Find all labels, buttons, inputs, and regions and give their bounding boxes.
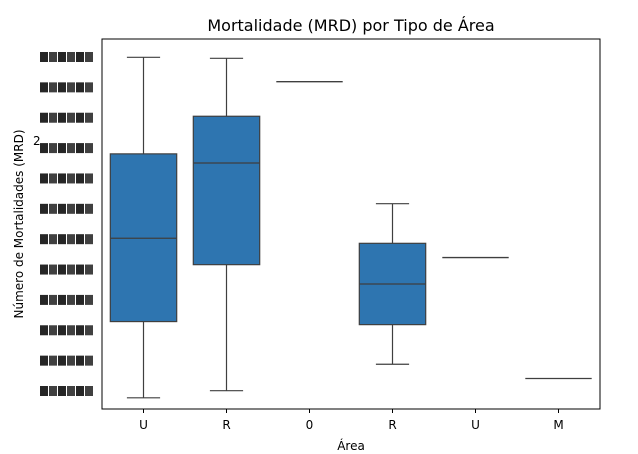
y-tick-label-glyph <box>58 234 66 245</box>
y-tick-label-glyph <box>40 325 48 336</box>
y-tick-label-glyph <box>67 234 75 245</box>
y-tick-label-glyph <box>49 294 57 305</box>
y-tick-label-glyph <box>76 82 84 93</box>
boxes-group <box>109 56 592 399</box>
y-tick-label-glyph <box>85 143 93 154</box>
y-tick-label-glyph <box>76 173 84 184</box>
y-tick-label-glyph <box>40 82 48 93</box>
y-tick-label-glyph <box>58 203 66 214</box>
y-tick-label-glyph <box>58 112 66 123</box>
y-tick-label-glyph <box>67 112 75 123</box>
y-tick-label-glyph <box>40 203 48 214</box>
box-1 <box>192 57 261 392</box>
y-tick-label-glyph <box>40 264 48 275</box>
y-tick-label-glyph <box>49 234 57 245</box>
box-3 <box>358 203 427 365</box>
y-tick-label-glyph <box>58 82 66 93</box>
y-tick-label-glyph <box>40 294 48 305</box>
y-tick-label-glyph <box>76 143 84 154</box>
y-tick-label-glyph <box>85 294 93 305</box>
y-tick-label-glyph <box>85 386 93 396</box>
y-tick-label-glyph <box>85 234 93 245</box>
y-tick-label-glyph <box>67 82 75 93</box>
y-tick-label-glyph <box>49 386 57 396</box>
y-tick-label-cluster <box>40 52 93 396</box>
y-tick-label-glyph <box>76 325 84 336</box>
y-tick-label-glyph <box>76 52 84 62</box>
y-tick-label-glyph <box>76 234 84 245</box>
chart-title: Mortalidade (MRD) por Tipo de Área <box>207 16 494 35</box>
y-tick-label-glyph <box>49 325 57 336</box>
y-tick-label-glyph <box>76 294 84 305</box>
x-tick-label: R <box>222 418 230 432</box>
y-tick-label-glyph <box>40 52 48 62</box>
y-tick-label-glyph <box>76 355 84 366</box>
y-tick-label-glyph <box>67 355 75 366</box>
y-tick-label-glyph <box>49 355 57 366</box>
y-tick-label-glyph <box>67 143 75 154</box>
y-tick-label-glyph <box>40 173 48 184</box>
y-tick-label-glyph <box>40 355 48 366</box>
y-tick-label-glyph <box>85 52 93 62</box>
y-tick-label-glyph <box>49 173 57 184</box>
y-tick-label-glyph <box>40 143 48 154</box>
y-tick-label-glyph <box>67 325 75 336</box>
y-tick-label-glyph <box>58 173 66 184</box>
x-axis-label: Área <box>337 438 365 453</box>
y-tick-label-glyph <box>67 52 75 62</box>
y-tick-label-glyph <box>49 143 57 154</box>
x-tick-label: R <box>388 418 396 432</box>
y-tick-label-glyph <box>58 294 66 305</box>
y-tick-label-glyph <box>76 112 84 123</box>
y-tick-label-glyph <box>58 143 66 154</box>
y-tick-label-glyph <box>85 355 93 366</box>
y-tick-label-glyph <box>58 355 66 366</box>
y-axis-label: Número de Mortalidades (MRD) <box>12 130 26 319</box>
plot-area <box>101 38 601 410</box>
y-tick-label-glyph <box>49 52 57 62</box>
box-iqr <box>192 115 261 266</box>
y-tick-label-glyph <box>85 82 93 93</box>
y-tick-label-glyph <box>67 264 75 275</box>
x-tick-label: M <box>553 418 563 432</box>
y-tick-label-glyph <box>85 203 93 214</box>
y-tick-label-glyph <box>76 264 84 275</box>
y-tick-label-glyph <box>58 52 66 62</box>
y-tick-label-glyph <box>76 386 84 396</box>
y-tick-label-glyph <box>40 386 48 396</box>
y-tick-label-glyph <box>49 82 57 93</box>
box-0 <box>109 56 178 399</box>
y-tick-label-glyph <box>85 325 93 336</box>
y-tick-label-glyph <box>85 173 93 184</box>
y-tick-label-glyph <box>58 386 66 396</box>
y-tick-label: 2 <box>33 134 41 148</box>
y-tick-label-glyph <box>58 325 66 336</box>
y-tick-label-glyph <box>49 264 57 275</box>
y-tick-label-glyph <box>67 203 75 214</box>
y-tick-label-glyph <box>67 294 75 305</box>
y-tick-label-glyph <box>40 112 48 123</box>
y-tick-label-glyph <box>40 234 48 245</box>
y-tick-label-glyph <box>67 173 75 184</box>
y-tick-label-glyph <box>85 112 93 123</box>
y-tick-label-glyph <box>67 386 75 396</box>
y-tick-label-glyph <box>85 264 93 275</box>
x-tick-label: U <box>471 418 480 432</box>
x-tick-label: U <box>139 418 148 432</box>
y-tick-label-glyph <box>58 264 66 275</box>
y-tick-label-glyph <box>49 203 57 214</box>
y-tick-label-glyph <box>49 112 57 123</box>
y-tick-label-glyph <box>76 203 84 214</box>
x-tick-label: 0 <box>306 418 314 432</box>
x-axis-ticks: U R 0 R U M <box>139 409 564 432</box>
